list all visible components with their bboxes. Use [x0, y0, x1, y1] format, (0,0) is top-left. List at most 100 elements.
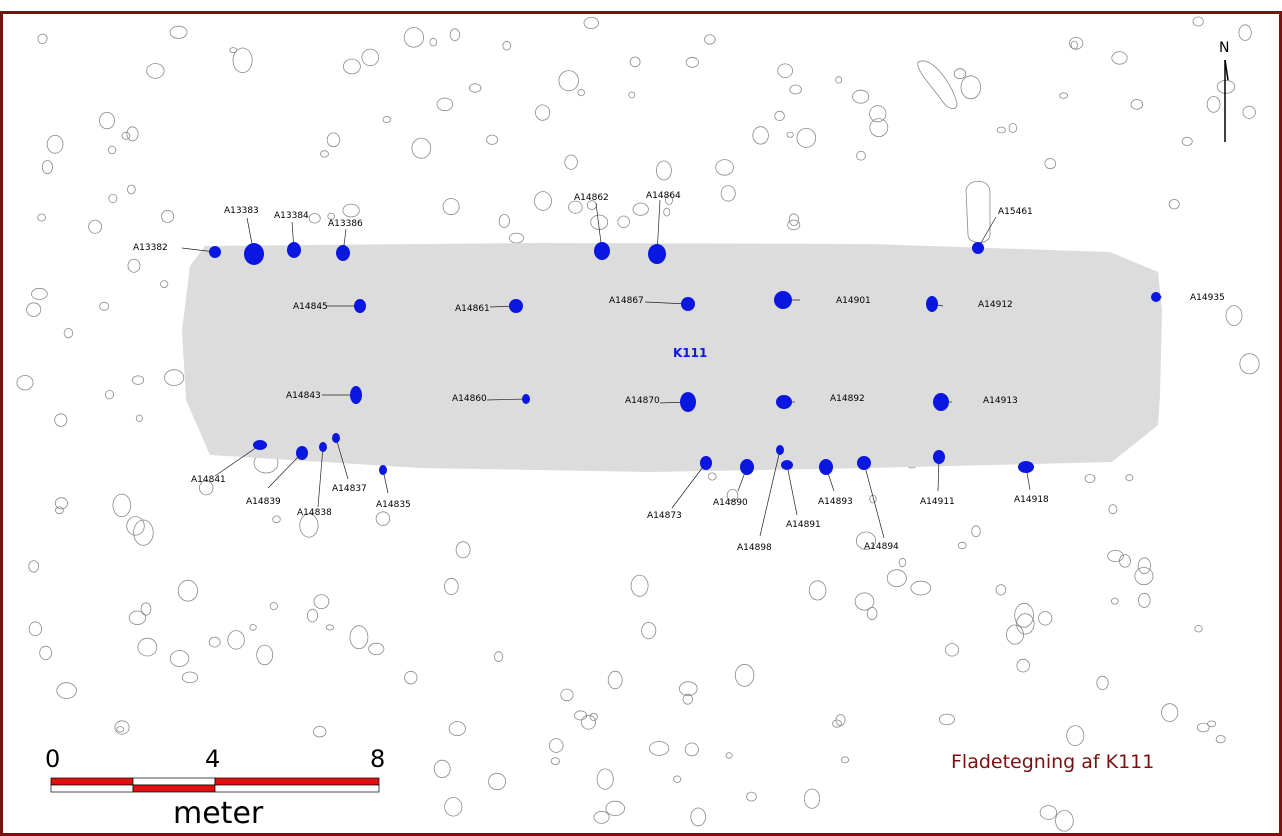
- feature-outline: [444, 577, 459, 596]
- posthole: [776, 445, 784, 455]
- scale-tick-8: 8: [370, 745, 385, 773]
- feature-outline: [869, 105, 887, 123]
- feature-outline: [1108, 504, 1118, 515]
- feature-outline: [568, 200, 583, 214]
- feature-outline: [852, 89, 870, 104]
- feature-outline: [135, 414, 143, 422]
- north-label: N: [1219, 40, 1229, 56]
- feature-outline: [589, 712, 598, 722]
- posthole-label: A14843: [286, 391, 321, 401]
- feature-outline: [746, 791, 757, 802]
- feature-outline: [866, 606, 878, 621]
- feature-outline: [433, 759, 451, 779]
- feature-outline: [938, 713, 955, 726]
- feature-outline: [108, 193, 118, 203]
- posthole: [379, 465, 387, 475]
- feature-outline: [28, 560, 40, 573]
- posthole-label: A14898: [737, 543, 772, 553]
- feature-outline: [444, 797, 463, 817]
- posthole: [776, 395, 792, 409]
- feature-outline: [114, 720, 130, 735]
- feature-outline: [1111, 51, 1128, 65]
- feature-outline: [548, 738, 564, 753]
- feature-outline: [127, 184, 136, 195]
- scale-tick-0: 0: [45, 745, 60, 773]
- posthole: [287, 242, 301, 258]
- posthole: [933, 450, 945, 464]
- feature-outline: [617, 215, 630, 229]
- feature-outline: [1215, 735, 1226, 744]
- posthole: [209, 246, 221, 258]
- feature-outline: [116, 726, 125, 733]
- feature-outline: [26, 302, 42, 317]
- posthole-labels: A13382 A13383 A13384 A13386 A14862 A14864 A154…: [133, 191, 1225, 553]
- feature-outline: [910, 580, 932, 596]
- posthole-label: A13383: [224, 206, 259, 216]
- feature-outline: [105, 390, 115, 400]
- feature-outline: [404, 670, 418, 685]
- posthole: [332, 433, 340, 443]
- feature-outline: [628, 91, 636, 99]
- feature-outline: [1130, 99, 1144, 110]
- feature-outline: [198, 480, 214, 496]
- feature-outline: [63, 327, 74, 339]
- feature-outline: [349, 625, 369, 650]
- feature-outline: [54, 497, 68, 510]
- leader-line: [863, 462, 885, 539]
- feature-outline: [181, 671, 199, 684]
- posthole: [740, 459, 754, 475]
- posthole: [781, 460, 793, 470]
- feature-outline: [583, 16, 600, 29]
- feature-outline: [558, 70, 579, 92]
- feature-outline: [752, 126, 769, 145]
- feature-outline: [1194, 625, 1203, 633]
- posthole-label: A14873: [647, 511, 682, 521]
- feature-outline: [112, 493, 132, 518]
- feature-outline: [361, 48, 380, 67]
- feature-outline: [1137, 557, 1152, 574]
- posthole: [253, 440, 267, 450]
- posthole: [350, 386, 362, 404]
- feature-outline: [126, 126, 139, 142]
- house-label: K111: [673, 346, 707, 360]
- feature-outline: [146, 63, 165, 79]
- feature-outline: [1225, 305, 1243, 327]
- feature-outline: [1055, 810, 1074, 832]
- feature-outline: [957, 541, 967, 550]
- feature-outline: [777, 63, 793, 78]
- feature-outline: [663, 207, 671, 217]
- feature-outline: [126, 516, 145, 536]
- feature-outline: [1039, 805, 1058, 820]
- posthole: [319, 442, 327, 452]
- feature-outline: [448, 721, 466, 736]
- feature-outline: [664, 194, 674, 205]
- feature-outline: [88, 219, 102, 234]
- feature-outline: [1096, 675, 1109, 691]
- feature-outline: [534, 191, 552, 211]
- feature-outline: [1111, 597, 1119, 605]
- feature-outline: [41, 160, 53, 175]
- feature-outline: [326, 132, 341, 148]
- feature-outline: [161, 209, 175, 223]
- feature-outline: [960, 75, 982, 100]
- feature-outline: [734, 663, 755, 687]
- feature-outline: [99, 301, 110, 311]
- feature-outline: [725, 752, 733, 759]
- leader-line: [671, 462, 707, 509]
- feature-outline: [808, 580, 827, 601]
- feature-outline: [1207, 720, 1217, 728]
- posthole-label: A14860: [452, 394, 487, 404]
- feature-outline: [574, 710, 588, 721]
- posthole-label: A14861: [455, 304, 490, 314]
- feature-outline: [682, 693, 694, 705]
- feature-outline: [229, 47, 238, 53]
- feature-outline: [832, 719, 842, 728]
- feature-outline: [550, 757, 561, 765]
- feature-outline: [455, 541, 471, 559]
- feature-outline: [1168, 198, 1180, 210]
- feature-outline: [488, 772, 507, 791]
- feature-outline: [342, 203, 360, 218]
- posthole: [648, 244, 666, 264]
- feature-outline: [256, 644, 274, 666]
